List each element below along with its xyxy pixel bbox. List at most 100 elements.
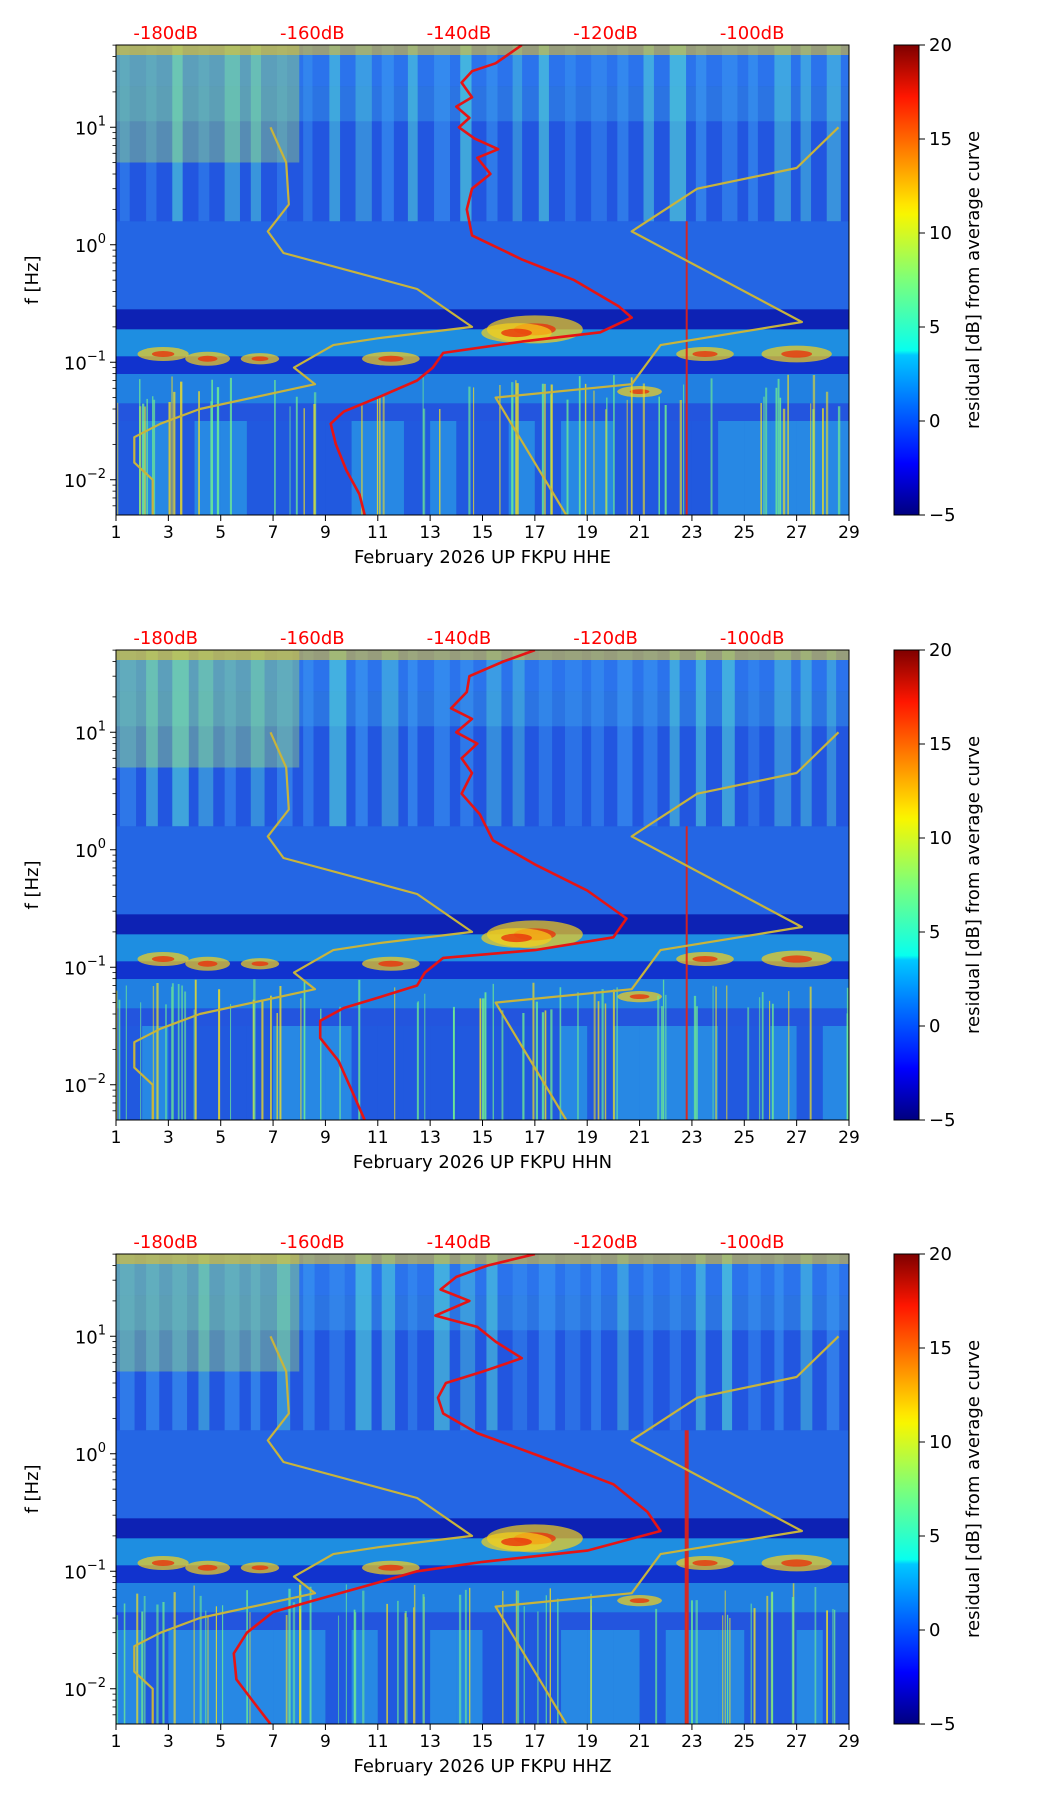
heatmap-day-column bbox=[224, 650, 236, 827]
top-db-tick-label: -180dB bbox=[133, 23, 198, 44]
heatmap-day-column bbox=[613, 1630, 640, 1724]
heatmap-top-edge bbox=[116, 650, 849, 660]
x-tick-label: 25 bbox=[733, 1732, 755, 1752]
average-curve-line bbox=[329, 45, 634, 515]
heatmap-band bbox=[116, 309, 849, 330]
heatmap-day-column bbox=[194, 1026, 221, 1120]
colorbar-label: residual [dB] from average curve bbox=[963, 736, 984, 1034]
heatmap-top-edge bbox=[116, 45, 849, 55]
y-tick-label: 10−2 bbox=[64, 467, 106, 492]
heatmap-band bbox=[116, 1583, 849, 1613]
noise-model-line-1 bbox=[133, 731, 474, 1120]
heatmap-day-column bbox=[220, 421, 247, 515]
heatmap-day-column bbox=[744, 1630, 771, 1724]
heatmap-day-column bbox=[325, 1026, 352, 1120]
x-tick-label: 11 bbox=[367, 1732, 389, 1752]
x-tick-label: 29 bbox=[838, 1128, 860, 1148]
average-curve-line bbox=[318, 650, 628, 1120]
heatmap-day-column bbox=[617, 650, 633, 827]
y-tick-label: 100 bbox=[75, 1441, 106, 1466]
x-tick-label: 1 bbox=[111, 1128, 122, 1148]
heatmap-day-column bbox=[403, 1630, 431, 1724]
heatmap-band bbox=[116, 356, 849, 374]
y-axis-label: f [Hz] bbox=[22, 255, 43, 304]
colorbar-tick-label: 20 bbox=[929, 1244, 952, 1265]
heatmap-day-column bbox=[691, 421, 719, 515]
heatmap-blob bbox=[501, 328, 532, 338]
heatmap-day-column bbox=[617, 1254, 629, 1431]
x-tick-label: 21 bbox=[629, 1732, 651, 1752]
top-db-tick-label: -140dB bbox=[427, 23, 492, 44]
heatmap-day-column bbox=[407, 45, 418, 222]
colorbar-tick-label: 15 bbox=[929, 129, 952, 150]
y-tick-label: 100 bbox=[75, 837, 106, 862]
heatmap-day-column bbox=[430, 1026, 457, 1120]
heatmap-day-column bbox=[482, 1630, 509, 1724]
heatmap-day-column bbox=[434, 45, 451, 222]
heatmap-day-column bbox=[168, 1630, 195, 1724]
heatmap-day-column bbox=[643, 1254, 654, 1431]
x-tick-label: 17 bbox=[524, 1732, 546, 1752]
colorbar-tick-label: 5 bbox=[929, 922, 940, 943]
colorbar-tick-label: 20 bbox=[929, 640, 952, 661]
heatmap-blob bbox=[151, 351, 175, 358]
heatmap-blob bbox=[151, 956, 175, 963]
heatmap-day-column bbox=[722, 45, 738, 222]
heatmap-day-column bbox=[695, 1254, 706, 1431]
heatmap-day-column bbox=[351, 421, 378, 515]
heatmap-day-column bbox=[669, 1254, 682, 1431]
x-tick-label: 9 bbox=[320, 1128, 331, 1148]
heatmap-day-column bbox=[643, 650, 658, 827]
heatmap-day-column bbox=[224, 45, 240, 222]
heatmap-day-column bbox=[377, 1630, 404, 1724]
heatmap-day-column bbox=[434, 1254, 450, 1431]
x-tick-label: 13 bbox=[419, 523, 441, 543]
colorbar-tick-label: 0 bbox=[929, 411, 940, 432]
heatmap-background bbox=[116, 1254, 849, 1724]
heatmap-day-column bbox=[482, 1026, 509, 1120]
heatmap-day-column bbox=[561, 1026, 588, 1120]
x-tick-label: 7 bbox=[268, 523, 279, 543]
x-tick-label: 21 bbox=[629, 523, 651, 543]
x-axis-label: February 2026 UP FKPU HHE bbox=[354, 547, 611, 568]
y-tick-label: 10−1 bbox=[64, 1558, 106, 1583]
heatmap-blob bbox=[151, 1560, 175, 1567]
x-tick-label: 15 bbox=[472, 1732, 494, 1752]
heatmap-day-column bbox=[695, 650, 706, 827]
heatmap-warm-zone bbox=[116, 1254, 300, 1372]
heatmap-day-column bbox=[430, 1630, 457, 1724]
heatmap-day-column bbox=[403, 421, 431, 515]
heatmap-day-column bbox=[591, 650, 604, 827]
x-tick-label: 7 bbox=[268, 1128, 279, 1148]
heatmap-blob bbox=[629, 994, 650, 1000]
heatmap-blob bbox=[692, 1560, 718, 1567]
heatmap-band bbox=[116, 1612, 849, 1724]
top-db-tick-label: -100dB bbox=[720, 628, 785, 649]
average-curve-line bbox=[232, 1254, 662, 1724]
heatmap-day-column bbox=[800, 45, 812, 222]
heatmap-day-column bbox=[748, 1254, 761, 1431]
heatmap-day-column bbox=[303, 45, 313, 222]
colorbar-tick-label: −5 bbox=[929, 1110, 956, 1131]
heatmap-day-column bbox=[718, 1630, 745, 1724]
top-db-tick-label: -160dB bbox=[280, 23, 345, 44]
heatmap-band bbox=[116, 86, 849, 122]
heatmap-day-column bbox=[774, 650, 792, 827]
x-axis-label: February 2026 UP FKPU HHN bbox=[353, 1152, 612, 1173]
x-tick-label: 3 bbox=[163, 523, 174, 543]
heatmap-day-column bbox=[119, 650, 137, 827]
y-tick-label: 101 bbox=[75, 114, 106, 139]
heatmap-day-column bbox=[722, 1254, 733, 1431]
heatmap-day-column bbox=[276, 650, 293, 827]
heatmap-day-column bbox=[486, 45, 498, 222]
heatmap-band bbox=[116, 1518, 849, 1539]
colorbar-tick-label: 15 bbox=[929, 734, 952, 755]
heatmap-day-column bbox=[329, 650, 347, 827]
heatmap-day-column bbox=[246, 1026, 274, 1120]
heatmap-day-column bbox=[198, 45, 210, 222]
colorbar bbox=[893, 649, 920, 1121]
y-tick-label: 10−1 bbox=[64, 349, 106, 374]
